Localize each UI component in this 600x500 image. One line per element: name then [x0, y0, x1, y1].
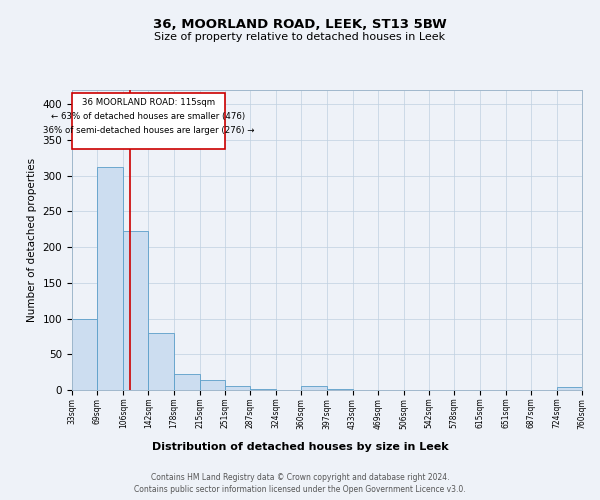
- Text: ← 63% of detached houses are smaller (476): ← 63% of detached houses are smaller (47…: [52, 112, 245, 121]
- Text: 36 MOORLAND ROAD: 115sqm: 36 MOORLAND ROAD: 115sqm: [82, 98, 215, 106]
- Bar: [250, 388, 276, 390]
- FancyBboxPatch shape: [73, 93, 224, 148]
- Bar: [328, 388, 353, 390]
- Bar: [557, 387, 582, 390]
- Text: Distribution of detached houses by size in Leek: Distribution of detached houses by size …: [152, 442, 448, 452]
- Bar: [72, 320, 97, 390]
- Text: 36, MOORLAND ROAD, LEEK, ST13 5BW: 36, MOORLAND ROAD, LEEK, ST13 5BW: [153, 18, 447, 30]
- Bar: [200, 380, 225, 390]
- Bar: [148, 333, 174, 390]
- Bar: [174, 374, 200, 390]
- Bar: [225, 386, 250, 390]
- Text: Contains public sector information licensed under the Open Government Licence v3: Contains public sector information licen…: [134, 485, 466, 494]
- Bar: [301, 386, 328, 390]
- Bar: [123, 232, 148, 390]
- Text: Size of property relative to detached houses in Leek: Size of property relative to detached ho…: [154, 32, 446, 42]
- Bar: [97, 167, 123, 390]
- Y-axis label: Number of detached properties: Number of detached properties: [27, 158, 37, 322]
- Text: 36% of semi-detached houses are larger (276) →: 36% of semi-detached houses are larger (…: [43, 126, 254, 135]
- Text: Contains HM Land Registry data © Crown copyright and database right 2024.: Contains HM Land Registry data © Crown c…: [151, 472, 449, 482]
